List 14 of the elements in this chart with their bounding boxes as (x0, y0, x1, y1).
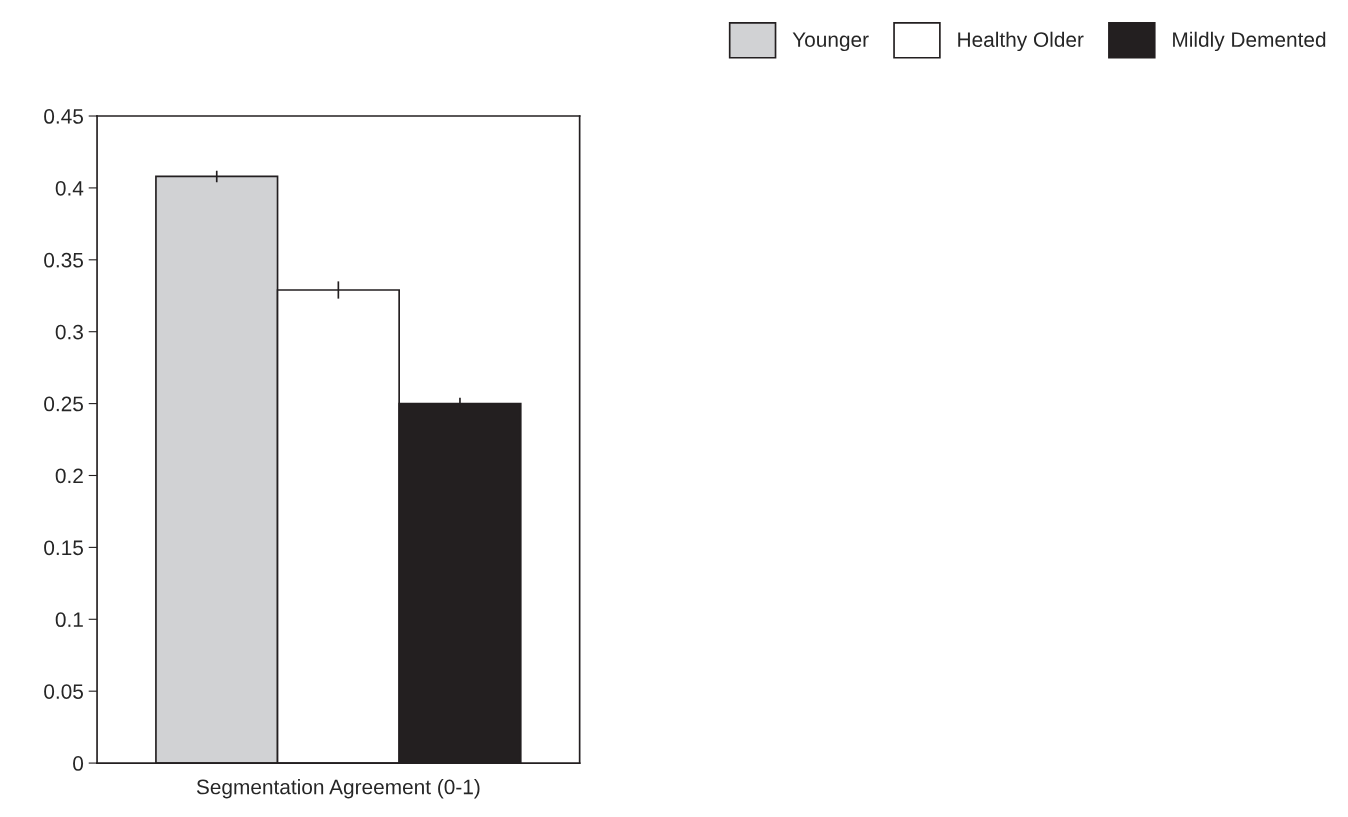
legend-label: Younger (792, 32, 869, 52)
legend-label: Healthy Older (958, 31, 1084, 52)
y-tick-label: 0.45 (44, 109, 83, 124)
x-axis-title: Segmentation Agreement (0-1) (196, 779, 480, 799)
y-tick-label: 0.15 (44, 540, 83, 556)
y-tick-label: 0.25 (44, 396, 83, 412)
y-tick-label: 0.05 (44, 684, 83, 699)
y-tick-label: 0.1 (55, 612, 83, 628)
y-tick-label: 0.4 (55, 180, 84, 196)
legend-label: Mildly Demented (1173, 31, 1326, 52)
y-tick-label: 0.35 (44, 252, 83, 268)
y-tick-label: 0.2 (55, 468, 83, 484)
y-tick-label: 0.3 (55, 324, 83, 340)
y-tick-label: 0 (73, 756, 84, 771)
